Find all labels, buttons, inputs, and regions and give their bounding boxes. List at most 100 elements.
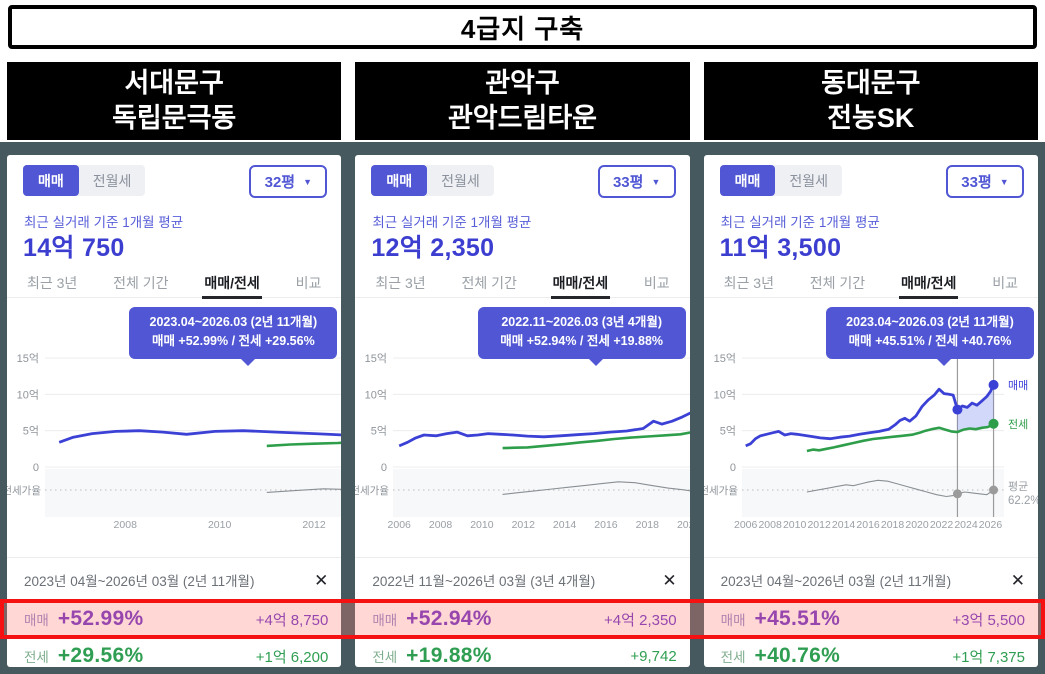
- svg-text:평균: 평균: [1008, 480, 1028, 493]
- price-trend-chart[interactable]: 15억 10억 5억 0 전세가율 2006 2008 2010 2012 2014 2016 201…: [355, 348, 690, 535]
- tab-compare[interactable]: 비교: [294, 267, 324, 297]
- jeonse-label: 전세: [372, 650, 398, 665]
- tab-recent-3y[interactable]: 최근 3년: [25, 267, 79, 297]
- svg-text:전세가율: 전세가율: [7, 485, 41, 497]
- toggle-buy-button[interactable]: 매매: [23, 165, 79, 196]
- tooltip-change: 매매 +52.99% / 전세 +29.56%: [151, 334, 315, 349]
- chevron-down-icon: ▼: [651, 176, 661, 187]
- svg-text:2006: 2006: [388, 519, 412, 531]
- svg-text:전세: 전세: [1008, 418, 1028, 431]
- tab-compare[interactable]: 비교: [990, 267, 1020, 297]
- jeonse-change-row: 전세 +19.88% +9,742: [372, 639, 676, 667]
- selected-range-text: 2023년 04월~2026년 03월 (2년 11개월): [24, 574, 255, 589]
- avg-basis-label: 최근 실거래 기준 1개월 평균: [720, 215, 880, 230]
- svg-text:0: 0: [33, 462, 39, 474]
- average-price: 11억 3,500: [719, 234, 842, 262]
- tab-buy-jeonse[interactable]: 매매/전세: [202, 267, 262, 299]
- svg-text:0: 0: [381, 462, 387, 474]
- jeonse-change-pct: +40.76%: [754, 644, 841, 667]
- tab-full-period[interactable]: 전체 기간: [111, 267, 170, 297]
- divider: [703, 557, 1038, 558]
- svg-text:5억: 5억: [371, 425, 387, 438]
- chart-range-tooltip: 2023.04~2026.03 (2년 11개월) 매매 +52.99% / 전…: [129, 307, 338, 366]
- svg-text:2016: 2016: [595, 519, 619, 531]
- jeonse-label: 전세: [720, 650, 746, 665]
- toggle-buy-button[interactable]: 매매: [371, 165, 428, 196]
- jeonse-change-amount: +9,742: [630, 647, 677, 665]
- tab-full-period[interactable]: 전체 기간: [459, 267, 518, 297]
- size-dropdown[interactable]: 32평 ▼: [249, 165, 328, 198]
- chart-range-tooltip: 2022.11~2026.03 (3년 4개월) 매매 +52.94% / 전세…: [477, 307, 686, 366]
- property-panel: 매매 전월세 33평 ▼ 최근 실거래 기준 1개월 평균 12억 2,350 …: [355, 155, 690, 667]
- svg-text:10억: 10억: [365, 388, 387, 401]
- close-icon[interactable]: ✕: [314, 570, 329, 590]
- chevron-down-icon: ▼: [303, 176, 313, 187]
- toggle-rent-button[interactable]: 전월세: [79, 165, 146, 196]
- trade-type-toggle: 매매 전월세: [719, 165, 843, 196]
- svg-text:2014: 2014: [553, 519, 577, 531]
- svg-text:2012: 2012: [807, 519, 831, 531]
- size-dropdown-value: 33평: [961, 174, 992, 191]
- svg-text:2022: 2022: [930, 519, 954, 531]
- tab-buy-jeonse[interactable]: 매매/전세: [899, 267, 959, 299]
- buy-label: 매매: [372, 613, 398, 628]
- chart-range-tooltip: 2023.04~2026.03 (2년 11개월) 매매 +45.51% / 전…: [825, 307, 1034, 366]
- panel-header-complex: 전농SK: [827, 103, 915, 133]
- svg-text:전세가율: 전세가율: [704, 485, 738, 497]
- size-dropdown[interactable]: 33평 ▼: [597, 165, 676, 198]
- toggle-buy-button[interactable]: 매매: [719, 165, 776, 196]
- tab-buy-jeonse[interactable]: 매매/전세: [550, 267, 611, 299]
- jeonse-change-row: 전세 +29.56% +1억 6,200: [24, 639, 328, 667]
- chart-tabs: 최근 3년 전체 기간 매매/전세 비교: [355, 267, 690, 299]
- svg-text:2010: 2010: [208, 519, 232, 531]
- svg-text:2020: 2020: [677, 519, 689, 531]
- tab-recent-3y[interactable]: 최근 3년: [722, 267, 776, 297]
- panel-header-district: 관악구: [485, 67, 560, 98]
- svg-text:2016: 2016: [856, 519, 880, 531]
- svg-text:5억: 5억: [23, 425, 39, 438]
- close-icon[interactable]: ✕: [662, 570, 677, 590]
- panel-header: 관악구 관악드림타운: [355, 62, 690, 140]
- chart-tabs: 최근 3년 전체 기간 매매/전세 비교: [7, 267, 342, 299]
- svg-text:2012: 2012: [302, 519, 326, 531]
- jeonse-change-pct: +29.56%: [57, 644, 144, 667]
- svg-text:2008: 2008: [758, 519, 782, 531]
- panel-headers-row: 서대문구 독립문극동 관악구 관악드림타운 동대문구 전농SK: [7, 62, 1038, 140]
- close-icon[interactable]: ✕: [1010, 570, 1025, 590]
- divider: [355, 557, 690, 558]
- svg-text:0: 0: [730, 462, 736, 474]
- trade-type-toggle: 매매 전월세: [23, 165, 146, 196]
- toggle-rent-button[interactable]: 전월세: [775, 165, 842, 196]
- svg-text:2014: 2014: [832, 519, 856, 531]
- svg-text:2012: 2012: [512, 519, 536, 531]
- buy-change-pct: +52.99%: [57, 607, 144, 630]
- panels-row: 매매 전월세 32평 ▼ 최근 실거래 기준 1개월 평균 14억 750 최근…: [7, 155, 1038, 667]
- svg-text:5억: 5억: [719, 425, 735, 438]
- panel-header-complex: 관악드림타운: [447, 103, 598, 133]
- jeonse-change-pct: +19.88%: [406, 644, 492, 667]
- tooltip-period: 2023.04~2026.03 (2년 11개월): [846, 315, 1014, 329]
- svg-text:10억: 10억: [713, 388, 735, 401]
- tab-recent-3y[interactable]: 최근 3년: [373, 267, 427, 297]
- jeonse-label: 전세: [24, 650, 49, 665]
- toggle-rent-button[interactable]: 전월세: [427, 165, 494, 196]
- size-dropdown[interactable]: 33평 ▼: [945, 165, 1024, 198]
- jeonse-change-row: 전세 +40.76% +1억 7,375: [721, 639, 1025, 667]
- price-trend-chart[interactable]: 15억10억5억0전세가율200820102012201420162018202…: [7, 348, 342, 535]
- annotation-title-box: 4급지 구축: [8, 5, 1037, 49]
- panel-header-district: 서대문구: [124, 67, 224, 98]
- buy-change-amount: +4억 2,350: [604, 611, 677, 629]
- tab-compare[interactable]: 비교: [642, 267, 672, 297]
- svg-text:2018: 2018: [881, 519, 905, 531]
- svg-text:2006: 2006: [734, 519, 758, 531]
- tab-full-period[interactable]: 전체 기간: [808, 267, 867, 297]
- chart-svg: 15억10억5억0전세가율200820102012201420162018202…: [7, 352, 342, 531]
- avg-basis-label: 최근 실거래 기준 1개월 평균: [24, 215, 184, 230]
- average-price: 12억 2,350: [371, 234, 495, 262]
- tooltip-period: 2023.04~2026.03 (2년 11개월): [149, 315, 318, 329]
- price-trend-chart[interactable]: 15억 10억 5억 0 전세가율 2006 2008 2010 2012 2014 2016 201…: [704, 348, 1038, 535]
- trade-type-toggle: 매매 전월세: [371, 165, 494, 196]
